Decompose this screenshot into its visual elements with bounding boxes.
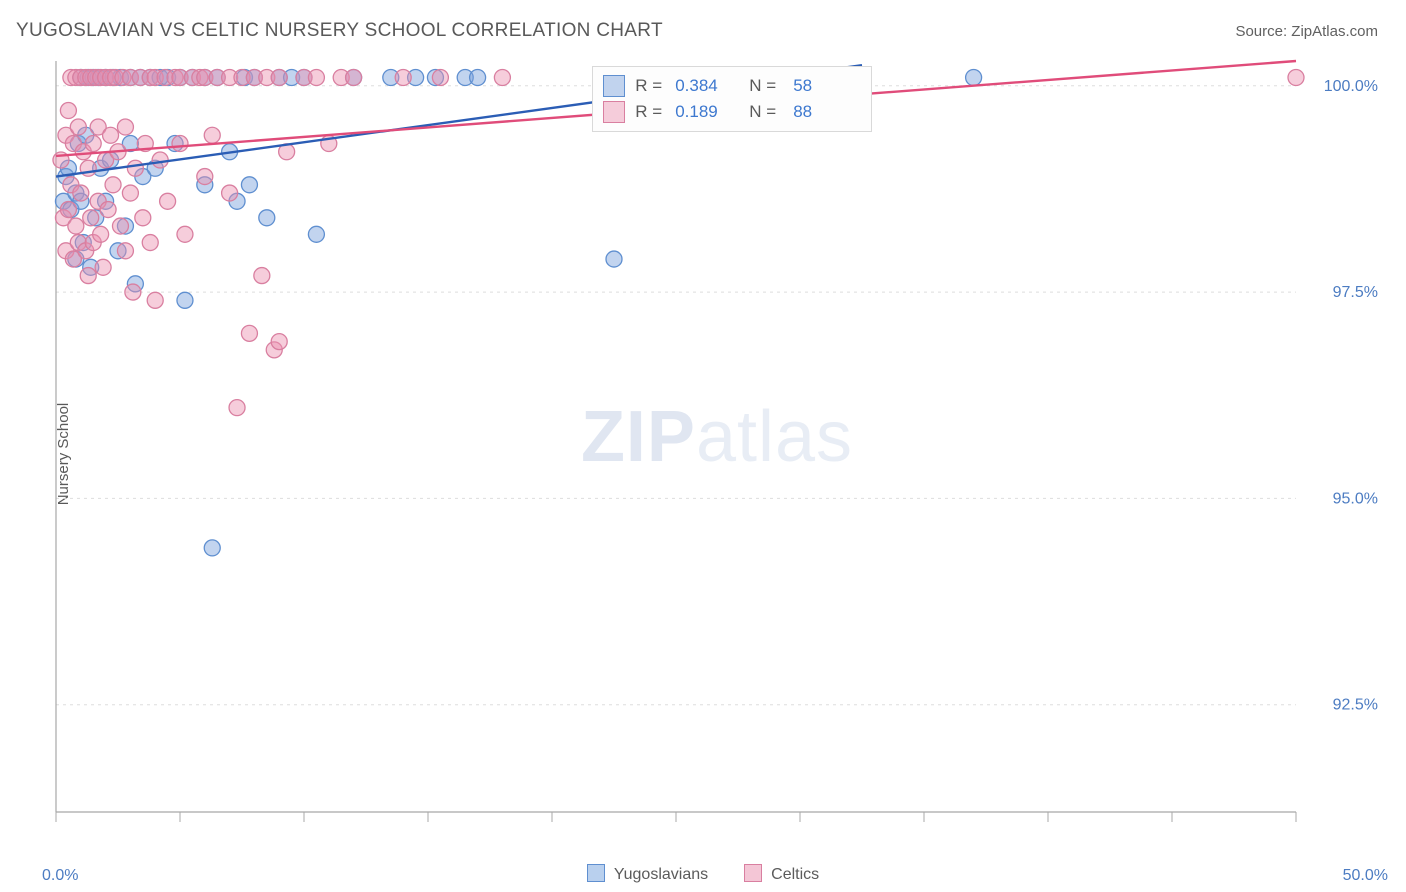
series-legend: Yugoslavians Celtics <box>0 864 1406 884</box>
legend-swatch <box>744 864 762 882</box>
legend-item: Celtics <box>744 864 819 884</box>
svg-text:95.0%: 95.0% <box>1333 490 1378 507</box>
svg-text:97.5%: 97.5% <box>1333 284 1378 301</box>
svg-text:100.0%: 100.0% <box>1324 78 1378 95</box>
legend-item: Yugoslavians <box>587 864 708 884</box>
stats-row: R =0.189N =88 <box>603 99 857 125</box>
scatter-plot: 92.5%95.0%97.5%100.0% ZIPatlas R =0.384N… <box>46 53 1388 854</box>
legend-swatch <box>587 864 605 882</box>
series-swatch <box>603 101 625 123</box>
chart-title: YUGOSLAVIAN VS CELTIC NURSERY SCHOOL COR… <box>16 20 663 42</box>
source-attribution: Source: ZipAtlas.com <box>1235 23 1378 40</box>
series-swatch <box>603 75 625 97</box>
stats-legend-box: R =0.384N =58R =0.189N =88 <box>592 66 872 132</box>
svg-text:92.5%: 92.5% <box>1333 697 1378 714</box>
stats-row: R =0.384N =58 <box>603 73 857 99</box>
